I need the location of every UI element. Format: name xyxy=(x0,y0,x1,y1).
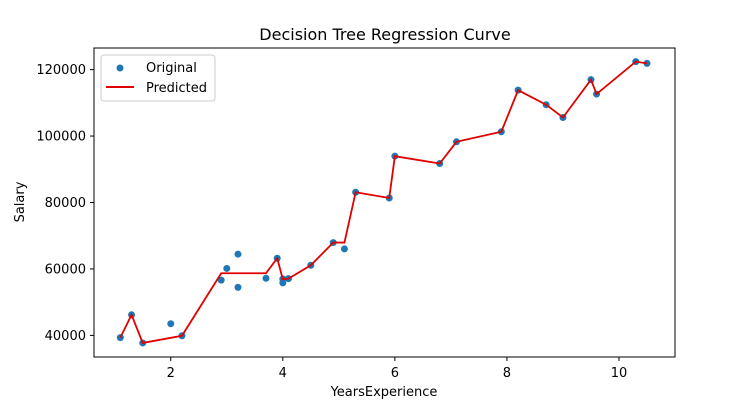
original-point xyxy=(223,264,231,272)
y-tick-label: 60000 xyxy=(45,262,86,277)
legend-original-marker xyxy=(116,64,124,72)
y-tick-label: 80000 xyxy=(45,196,86,211)
y-axis-label: Salary xyxy=(13,181,28,222)
original-point xyxy=(167,320,175,328)
x-tick-label: 6 xyxy=(391,366,399,381)
chart-title: Decision Tree Regression Curve xyxy=(259,25,510,44)
x-tick-label: 8 xyxy=(503,366,511,381)
original-point xyxy=(643,59,651,67)
original-point xyxy=(234,283,242,291)
y-tick-label: 100000 xyxy=(36,130,86,145)
y-tick-label: 40000 xyxy=(45,329,86,344)
y-tick-label: 120000 xyxy=(36,63,86,78)
x-tick-label: 2 xyxy=(167,366,175,381)
axes-layer: 2 4 6 8 10 40000 60000 80000 100000 120000 xyxy=(36,47,676,381)
x-tick-label: 4 xyxy=(279,366,287,381)
predicted-line xyxy=(119,60,648,344)
original-point xyxy=(262,274,270,282)
original-point xyxy=(217,276,225,284)
original-point xyxy=(340,245,348,253)
x-tick-label: 10 xyxy=(611,366,628,381)
legend: Original Predicted xyxy=(100,54,216,102)
legend-predicted-label: Predicted xyxy=(146,81,207,96)
plot-layer xyxy=(116,58,651,347)
legend-box xyxy=(100,54,216,102)
x-axis-label: YearsExperience xyxy=(330,385,438,400)
original-point xyxy=(234,250,242,258)
legend-original-label: Original xyxy=(146,61,197,76)
